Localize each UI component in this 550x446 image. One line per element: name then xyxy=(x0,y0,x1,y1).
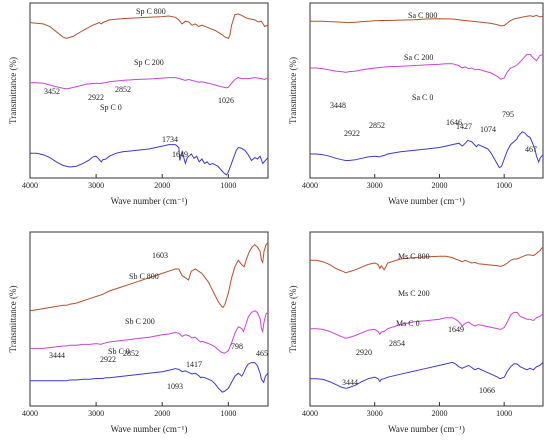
x-axis-title: Wave number (cm⁻¹) xyxy=(388,196,465,206)
series-line xyxy=(310,311,544,339)
chart-panel-sb: 4000 3000 2000 1000 Wave number (cm⁻¹) Transm… xyxy=(8,231,269,434)
series-label: Sb C 800 xyxy=(129,272,159,281)
x-tick-label: 4000 xyxy=(302,181,318,190)
series-label: Sb C 200 xyxy=(125,317,155,326)
peak-label: 1646 xyxy=(446,118,462,127)
x-axis-title: Wave number (cm⁻¹) xyxy=(111,424,188,434)
y-axis-title: Transmittance (%) xyxy=(288,286,298,353)
y-axis-title: Transmittance (%) xyxy=(288,57,298,124)
x-tick-label: 1000 xyxy=(220,409,236,418)
y-axis-title: Transmittance (%) xyxy=(8,57,18,124)
x-tick-label: 4000 xyxy=(302,409,318,418)
x-tick-label: 2000 xyxy=(431,181,447,190)
x-tick-label: 2000 xyxy=(154,409,170,418)
plot-frame xyxy=(29,2,269,179)
series-line xyxy=(30,144,269,176)
series-line xyxy=(310,53,544,80)
peak-label: 1649 xyxy=(172,150,188,159)
chart-panel-sp: 4000 3000 2000 1000 Wave number (cm⁻¹) Transm… xyxy=(8,2,269,206)
peak-label: 798 xyxy=(231,342,243,351)
series-line xyxy=(29,13,269,40)
peak-label: 2922 xyxy=(344,129,360,138)
x-axis-title: Wave number (cm⁻¹) xyxy=(388,424,465,434)
peak-label: 2922 xyxy=(88,93,104,102)
x-tick-label: 3000 xyxy=(367,181,383,190)
series-line xyxy=(310,246,544,274)
x-tick-label: 2000 xyxy=(431,409,447,418)
x-tick-label: 2000 xyxy=(154,181,170,190)
peak-label: 2852 xyxy=(123,349,139,358)
peak-label: 2920 xyxy=(356,348,372,357)
series-label: Sp C 0 xyxy=(100,103,122,112)
series-label: Sa C 800 xyxy=(408,11,437,20)
peak-label: 3448 xyxy=(330,101,346,110)
peak-label: 1603 xyxy=(152,251,168,260)
x-tick-label: 3000 xyxy=(88,409,104,418)
peak-label: 2922 xyxy=(100,355,116,364)
series-label: Ms C 800 xyxy=(398,252,430,261)
x-tick-label: 1000 xyxy=(496,409,512,418)
peak-label: 1649 xyxy=(448,325,464,334)
plot-frame xyxy=(309,231,544,407)
series-line xyxy=(30,77,269,90)
x-tick-label: 4000 xyxy=(22,409,38,418)
x-tick-label: 3000 xyxy=(367,409,383,418)
series-label: Sp C 800 xyxy=(136,7,166,16)
series-line xyxy=(29,242,269,312)
peak-label: 467 xyxy=(525,145,537,154)
series-label: Sa C 0 xyxy=(412,93,433,102)
series-line xyxy=(310,361,544,389)
peak-label: 2852 xyxy=(369,121,385,130)
peak-label: 1066 xyxy=(479,386,495,395)
x-tick-label: 3000 xyxy=(88,181,104,190)
plot-frame xyxy=(29,231,269,407)
peak-label: 3452 xyxy=(44,87,60,96)
series-label: Sp C 200 xyxy=(134,58,164,67)
x-axis-title: Wave number (cm⁻¹) xyxy=(111,196,188,206)
x-tick-label: 4000 xyxy=(22,181,38,190)
series-line xyxy=(310,131,544,169)
series-label: Sb C 0 xyxy=(108,347,130,356)
peak-label: 465 xyxy=(256,349,268,358)
chart-panel-ms: 4000 3000 2000 1000 Wave number (cm⁻¹) Transm… xyxy=(288,231,544,434)
x-tick-label: 1000 xyxy=(496,181,512,190)
x-tick-label: 1000 xyxy=(220,181,236,190)
series-label: Ms C 0 xyxy=(396,319,420,328)
peak-label: 2854 xyxy=(389,339,405,348)
chart-panel-sa: 4000 3000 2000 1000 Wave number (cm⁻¹) Transm… xyxy=(288,2,544,206)
peak-label: 1093 xyxy=(167,382,183,391)
plot-frame xyxy=(309,2,544,179)
peak-label: 1026 xyxy=(218,96,234,105)
series-line xyxy=(310,14,544,27)
peak-label: 1417 xyxy=(186,360,202,369)
peak-label: 3444 xyxy=(342,378,358,387)
series-label: Sa C 200 xyxy=(404,53,433,62)
series-label: Ms C 200 xyxy=(398,289,430,298)
peak-label: 1734 xyxy=(162,135,178,144)
peak-label: 2852 xyxy=(115,85,131,94)
peak-label: 795 xyxy=(502,110,514,119)
peak-label: 1427 xyxy=(456,122,472,131)
peak-label: 3444 xyxy=(49,351,65,360)
peak-label: 1074 xyxy=(480,125,496,134)
series-line xyxy=(30,310,269,354)
series-line xyxy=(30,362,269,393)
y-axis-title: Transmittance (%) xyxy=(8,286,18,353)
